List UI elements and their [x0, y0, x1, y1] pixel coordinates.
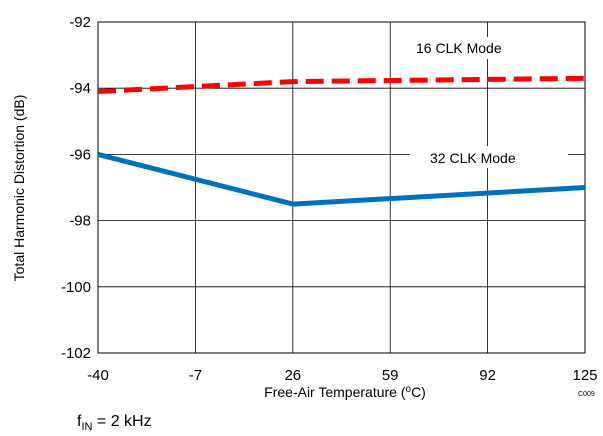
x-tick-label: -40: [87, 367, 109, 384]
y-tick-label: -96: [69, 146, 91, 163]
legend-label-16clk: 16 CLK Mode: [416, 40, 502, 56]
plot-frame: [97, 21, 586, 354]
y-tick-label: -94: [69, 80, 91, 97]
y-tick-label: -92: [69, 14, 91, 31]
legend-label-32clk: 32 CLK Mode: [430, 150, 516, 166]
y-axis-title: Total Harmonic Distortion (dB): [11, 95, 27, 282]
x-tick-label: -7: [189, 367, 202, 384]
legend-bg-32clk: [410, 146, 568, 168]
series-line-16clk: [97, 75, 586, 94]
x-tick-label: 59: [382, 367, 399, 384]
input-frequency-note: fIN = 2 kHz: [77, 413, 152, 434]
series-line-32clk: [97, 151, 586, 207]
x-tick-label: 125: [572, 367, 597, 384]
figure-code: C009: [578, 391, 595, 398]
series-lines: [97, 75, 586, 207]
x-tick-label: 92: [479, 367, 496, 384]
y-tick-label: -98: [69, 213, 91, 230]
y-tick-label: -102: [61, 345, 91, 362]
thd-vs-temperature-chart: -92 -94 -96 -98 -100 -102 -40 -7 26 59 92 125 16 C…: [11, 14, 598, 400]
x-tick-labels: -40 -7 26 59 92 125: [87, 367, 597, 384]
grid: [98, 22, 585, 353]
legend-bg-16clk: [398, 37, 538, 59]
x-tick-label: 26: [284, 367, 301, 384]
y-tick-labels: -92 -94 -96 -98 -100 -102: [61, 14, 91, 362]
y-tick-label: -100: [61, 279, 91, 296]
x-axis-title: Free-Air Temperature (oC): [264, 384, 426, 400]
